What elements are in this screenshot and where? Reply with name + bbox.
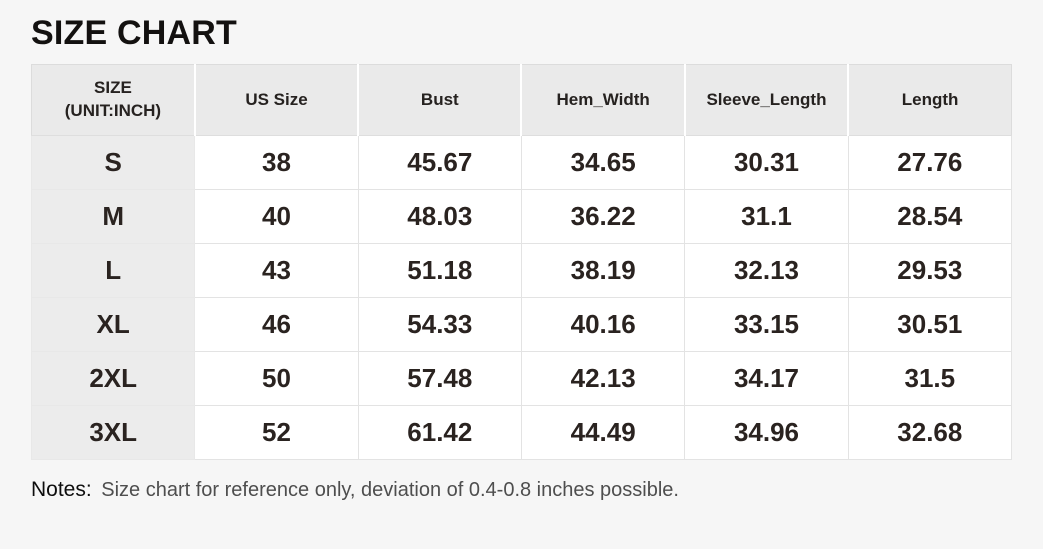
col-header-sleeve-length: Sleeve_Length (683, 64, 850, 136)
value-cell: 45.67 (357, 135, 522, 190)
page-title: SIZE CHART (31, 14, 237, 52)
size-cell: XL (30, 297, 196, 352)
table-row-l: L 43 51.18 38.19 32.13 29.53 (30, 243, 1013, 298)
value-cell: 30.31 (684, 135, 849, 190)
value-cell: 61.42 (357, 405, 522, 460)
value-cell: 51.18 (357, 243, 522, 298)
value-cell: 54.33 (357, 297, 522, 352)
value-cell: 33.15 (684, 297, 849, 352)
value-cell: 46 (194, 297, 359, 352)
header-row: SIZE (UNIT:INCH) US Size Bust Hem_Width … (30, 64, 1013, 136)
value-cell: 27.76 (847, 135, 1013, 190)
value-cell: 30.51 (847, 297, 1013, 352)
col-header-size-line2: (UNIT:INCH) (64, 101, 162, 120)
size-chart-table: SIZE (UNIT:INCH) US Size Bust Hem_Width … (30, 64, 1013, 460)
value-cell: 32.68 (847, 405, 1013, 460)
size-cell: L (30, 243, 196, 298)
table-row-s: S 38 45.67 34.65 30.31 27.76 (30, 135, 1013, 190)
value-cell: 36.22 (520, 189, 686, 244)
value-cell: 42.13 (520, 351, 686, 406)
value-cell: 28.54 (847, 189, 1013, 244)
table-row-m: M 40 48.03 36.22 31.1 28.54 (30, 189, 1013, 244)
notes-label: Notes: (31, 478, 92, 501)
col-header-bust: Bust (357, 64, 523, 136)
notes: Notes: Size chart for reference only, de… (31, 477, 1043, 502)
table-row-xl: XL 46 54.33 40.16 33.15 30.51 (30, 297, 1013, 352)
value-cell: 50 (194, 351, 359, 406)
value-cell: 44.49 (520, 405, 686, 460)
col-header-us-size: US Size (193, 64, 360, 136)
value-cell: 31.1 (684, 189, 849, 244)
col-header-hem-width: Hem_Width (520, 64, 686, 136)
value-cell: 38 (194, 135, 359, 190)
value-cell: 38.19 (520, 243, 686, 298)
col-header-size: SIZE (UNIT:INCH) (30, 64, 196, 136)
value-cell: 34.65 (520, 135, 686, 190)
table-row-2xl: 2XL 50 57.48 42.13 34.17 31.5 (30, 351, 1013, 406)
value-cell: 29.53 (847, 243, 1013, 298)
value-cell: 43 (194, 243, 359, 298)
col-header-size-line1: SIZE (94, 78, 132, 98)
size-cell: 2XL (30, 351, 196, 406)
size-cell: S (30, 135, 196, 190)
value-cell: 32.13 (684, 243, 849, 298)
value-cell: 57.48 (357, 351, 522, 406)
value-cell: 31.5 (847, 351, 1013, 406)
col-header-length: Length (847, 64, 1013, 136)
table-row-3xl: 3XL 52 61.42 44.49 34.96 32.68 (30, 405, 1013, 460)
value-cell: 52 (194, 405, 359, 460)
size-cell: 3XL (30, 405, 196, 460)
value-cell: 40.16 (520, 297, 686, 352)
value-cell: 40 (194, 189, 359, 244)
value-cell: 34.96 (684, 405, 849, 460)
notes-text: Size chart for reference only, deviation… (101, 479, 679, 501)
size-cell: M (30, 189, 196, 244)
value-cell: 48.03 (357, 189, 522, 244)
value-cell: 34.17 (684, 351, 849, 406)
